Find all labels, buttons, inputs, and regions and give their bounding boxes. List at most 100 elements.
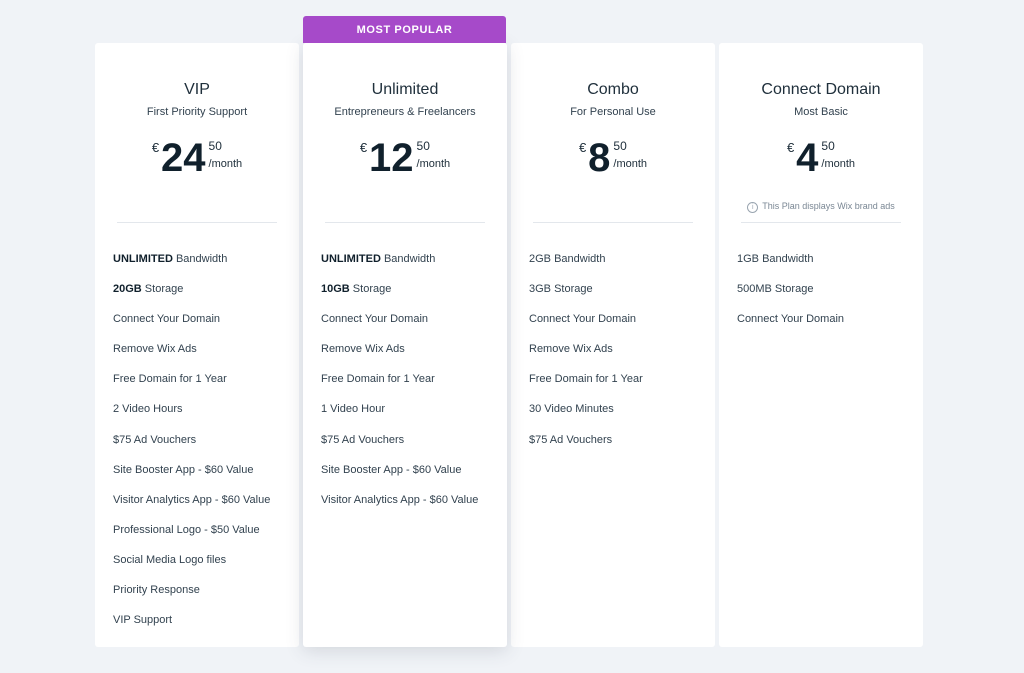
price-period: /month — [416, 158, 451, 170]
plan-subtitle: Entrepreneurs & Freelancers — [334, 106, 476, 118]
feature-item: Site Booster App - $60 Value — [113, 462, 289, 492]
price-currency: € — [786, 140, 795, 155]
feature-text: VIP Support — [113, 614, 173, 627]
divider — [741, 222, 901, 223]
feature-text: Site Booster App - $60 Value — [321, 463, 462, 476]
feature-text: Storage — [349, 283, 392, 296]
price-currency: € — [578, 140, 587, 155]
plan-price: € 4 50 /month — [719, 137, 923, 181]
price-cents: 50 — [416, 139, 430, 153]
feature-item: $75 Ad Vouchers — [113, 432, 289, 462]
feature-text: Free Domain for 1 Year — [529, 373, 643, 386]
feature-item: Social Media Logo files — [113, 552, 289, 582]
feature-item: Remove Wix Ads — [321, 341, 497, 371]
feature-text: Social Media Logo files — [113, 553, 227, 566]
info-icon[interactable]: i — [747, 202, 759, 213]
wix-ads-notice: i This Plan displays Wix brand ads — [719, 201, 923, 213]
feature-text: Connect Your Domain — [529, 313, 637, 326]
plan-name: VIP — [184, 81, 210, 98]
feature-text: 30 Video Minutes — [529, 403, 614, 416]
feature-item: Connect Your Domain — [113, 311, 289, 341]
feature-text: 2GB Bandwidth — [529, 253, 606, 265]
price-period: /month — [208, 158, 243, 170]
feature-list: UNLIMITED Bandwidth 10GB Storage Connect Y… — [321, 251, 497, 522]
price-amount: 8 — [588, 136, 611, 180]
feature-item: $75 Ad Vouchers — [529, 432, 705, 462]
notice-text: This Plan displays Wix brand ads — [762, 201, 895, 211]
plan-card-combo[interactable]: Combo For Personal Use € 8 50 /month 2GB… — [511, 43, 715, 647]
feature-text: Connect Your Domain — [113, 313, 221, 326]
feature-text: Free Domain for 1 Year — [321, 373, 435, 386]
plan-subtitle: First Priority Support — [146, 106, 248, 118]
feature-text: Bandwidth — [172, 253, 228, 265]
feature-highlight: 20GB — [113, 283, 142, 296]
feature-item: 1GB Bandwidth — [737, 251, 913, 281]
plan-name: Unlimited — [371, 81, 439, 98]
divider — [325, 222, 485, 223]
feature-text: 500MB Storage — [737, 283, 814, 296]
feature-item: 2 Video Hours — [113, 401, 289, 431]
price-amount: 4 — [796, 136, 819, 180]
feature-text: 1 Video Hour — [321, 403, 386, 416]
price-currency: € — [359, 140, 368, 155]
feature-item: 1 Video Hour — [321, 401, 497, 431]
feature-text: Bandwidth — [380, 253, 436, 265]
price-amount: 12 — [369, 136, 414, 180]
feature-text: Free Domain for 1 Year — [113, 373, 227, 386]
feature-text: Remove Wix Ads — [529, 343, 613, 356]
feature-text: Connect Your Domain — [321, 313, 429, 326]
feature-item: Professional Logo - $50 Value — [113, 522, 289, 552]
plan-card-vip[interactable]: VIP First Priority Support € 24 50 /mont… — [95, 43, 299, 647]
feature-text: $75 Ad Vouchers — [113, 433, 197, 446]
plan-card-unlimited[interactable]: Unlimited Entrepreneurs & Freelancers € … — [303, 43, 507, 647]
feature-item: Connect Your Domain — [737, 311, 913, 341]
feature-item: 500MB Storage — [737, 281, 913, 311]
price-cents: 50 — [613, 139, 627, 153]
feature-text: $75 Ad Vouchers — [321, 433, 405, 446]
divider — [533, 222, 693, 223]
price-amount: 24 — [161, 136, 206, 180]
feature-text: 1GB Bandwidth — [737, 253, 814, 265]
plan-price: € 24 50 /month — [95, 137, 299, 181]
plan-name: Connect Domain — [761, 81, 881, 98]
feature-item: 3GB Storage — [529, 281, 705, 311]
feature-text: Storage — [141, 283, 184, 296]
feature-text: Priority Response — [113, 584, 200, 597]
feature-item: Remove Wix Ads — [113, 341, 289, 371]
feature-highlight: 10GB — [321, 283, 350, 296]
divider — [117, 222, 277, 223]
feature-item: Visitor Analytics App - $60 Value — [113, 492, 289, 522]
feature-item: Free Domain for 1 Year — [529, 371, 705, 401]
feature-item: Remove Wix Ads — [529, 341, 705, 371]
feature-item: Visitor Analytics App - $60 Value — [321, 492, 497, 522]
feature-text: Remove Wix Ads — [113, 343, 197, 356]
price-period: /month — [613, 158, 648, 170]
feature-item: $75 Ad Vouchers — [321, 432, 497, 462]
feature-list: 2GB Bandwidth 3GB Storage Connect Your Dom… — [529, 251, 705, 462]
feature-text: $75 Ad Vouchers — [529, 433, 613, 446]
feature-text: 3GB Storage — [529, 283, 593, 296]
feature-text: Connect Your Domain — [737, 313, 845, 326]
feature-item: 2GB Bandwidth — [529, 251, 705, 281]
feature-highlight: UNLIMITED — [113, 253, 173, 265]
plan-subtitle: For Personal Use — [570, 106, 656, 118]
feature-text: Visitor Analytics App - $60 Value — [113, 493, 271, 506]
feature-highlight: UNLIMITED — [321, 253, 381, 265]
feature-item: Free Domain for 1 Year — [113, 371, 289, 401]
plan-card-connect-domain[interactable]: Connect Domain Most Basic € 4 50 /month … — [719, 43, 923, 647]
plan-price: € 12 50 /month — [303, 137, 507, 181]
price-cents: 50 — [821, 139, 835, 153]
feature-text: Remove Wix Ads — [321, 343, 405, 356]
most-popular-ribbon: MOST POPULAR — [303, 16, 506, 43]
feature-item: UNLIMITED Bandwidth — [321, 251, 497, 281]
feature-list: UNLIMITED Bandwidth 20GB Storage Connect Y… — [113, 251, 289, 642]
feature-text: Site Booster App - $60 Value — [113, 463, 254, 476]
plan-name: Combo — [587, 81, 639, 98]
plan-price: € 8 50 /month — [511, 137, 715, 181]
feature-item: Connect Your Domain — [321, 311, 497, 341]
feature-text: Visitor Analytics App - $60 Value — [321, 493, 479, 506]
feature-item: Free Domain for 1 Year — [321, 371, 497, 401]
feature-text: Professional Logo - $50 Value — [113, 523, 260, 536]
price-period: /month — [821, 158, 856, 170]
